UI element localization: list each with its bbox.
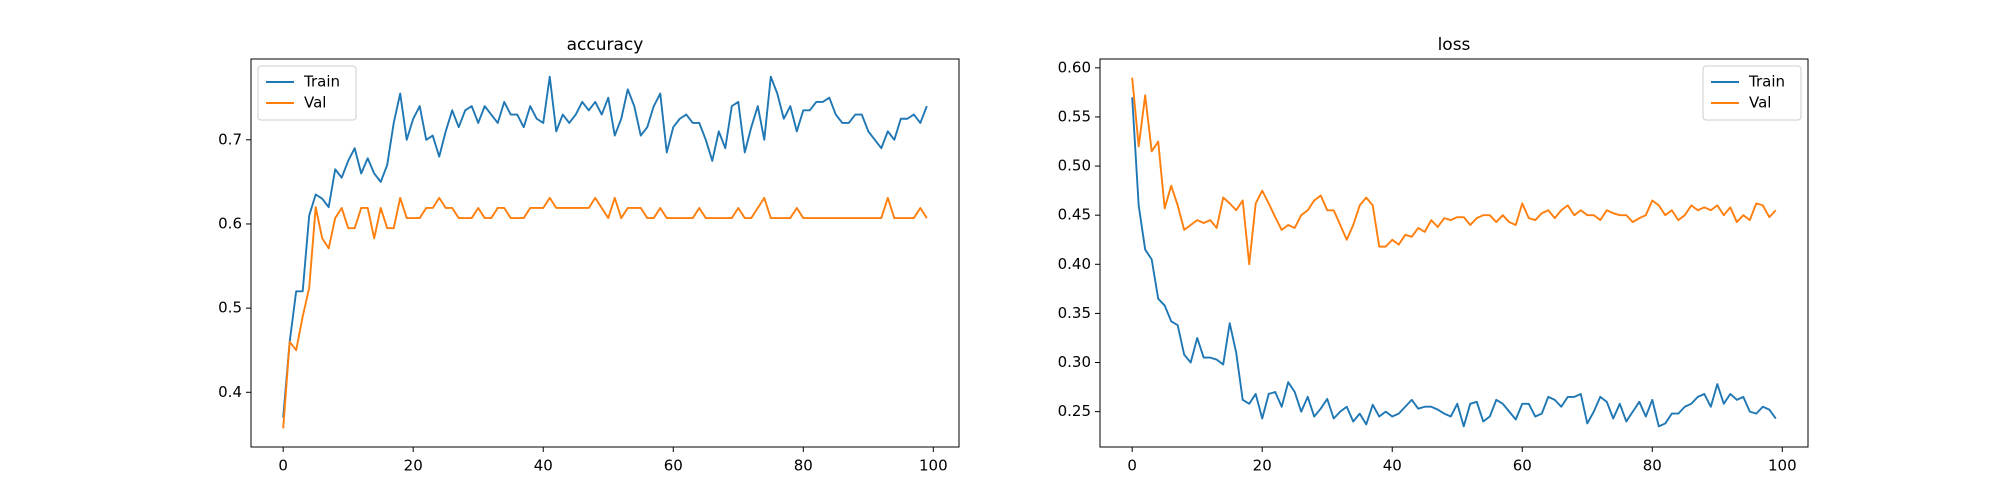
x-tick-label: 0 xyxy=(1127,457,1137,475)
legend-label: Val xyxy=(304,94,326,112)
series-line xyxy=(282,75,928,418)
x-tick-label: 60 xyxy=(1513,457,1532,475)
x-tick-label: 40 xyxy=(1383,457,1402,475)
legend-box xyxy=(257,65,357,121)
y-tick-label: 0.30 xyxy=(1058,353,1091,371)
y-tick-label: 0.25 xyxy=(1058,402,1091,420)
x-tick-label: 40 xyxy=(534,457,553,475)
series-line xyxy=(282,196,928,429)
y-tick-label: 0.50 xyxy=(1058,157,1091,175)
legend-label: Train xyxy=(303,73,340,91)
chart-title: loss xyxy=(1438,35,1471,55)
x-tick-label: 80 xyxy=(794,457,813,475)
chart-title: accuracy xyxy=(567,35,644,55)
y-tick-label: 0.6 xyxy=(218,214,242,232)
y-tick-label: 0.5 xyxy=(218,299,242,317)
x-tick-label: 20 xyxy=(1253,457,1272,475)
x-tick-label: 0 xyxy=(278,457,288,475)
x-tick-label: 100 xyxy=(1768,457,1797,475)
axes-frame xyxy=(1099,58,1809,448)
y-tick-label: 0.4 xyxy=(218,383,242,401)
y-tick-label: 0.45 xyxy=(1058,206,1091,224)
x-tick-label: 80 xyxy=(1643,457,1662,475)
y-tick-label: 0.60 xyxy=(1058,58,1091,76)
y-tick-label: 0.55 xyxy=(1058,107,1091,125)
legend-box xyxy=(1702,65,1802,121)
y-tick-label: 0.7 xyxy=(218,130,242,148)
series-line xyxy=(1131,97,1777,428)
axes-frame xyxy=(250,58,960,448)
y-tick-label: 0.35 xyxy=(1058,304,1091,322)
series-line xyxy=(1131,77,1777,266)
legend-label: Val xyxy=(1749,94,1771,112)
x-tick-label: 60 xyxy=(664,457,683,475)
y-tick-label: 0.40 xyxy=(1058,255,1091,273)
x-tick-label: 100 xyxy=(919,457,948,475)
legend-label: Train xyxy=(1748,73,1785,91)
x-tick-label: 20 xyxy=(404,457,423,475)
